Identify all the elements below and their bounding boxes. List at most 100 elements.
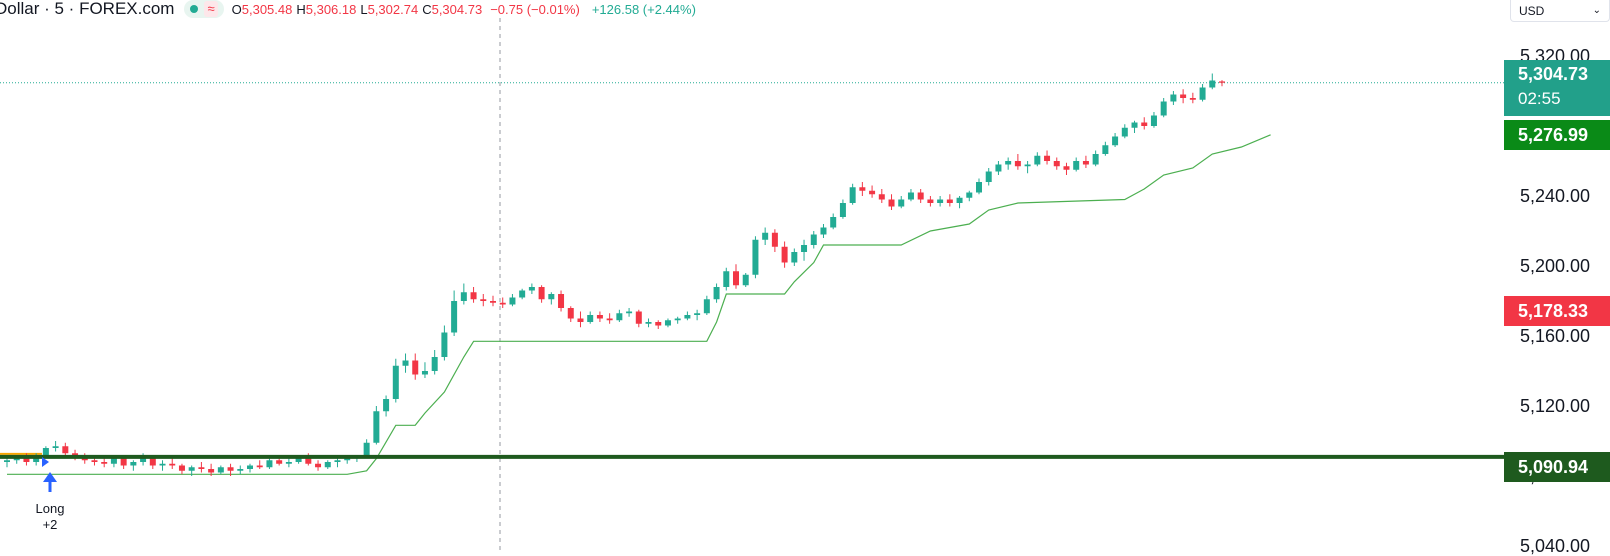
candle-body[interactable] <box>820 228 826 235</box>
candle-body[interactable] <box>1161 102 1167 116</box>
candle-body[interactable] <box>743 275 749 286</box>
candle-body[interactable] <box>1054 161 1060 166</box>
candle-body[interactable] <box>500 303 506 305</box>
long-signal-arrow-icon[interactable] <box>43 472 57 492</box>
candle-body[interactable] <box>53 446 59 448</box>
market-status-badge[interactable]: ≈ <box>184 0 223 18</box>
candle-body[interactable] <box>1063 166 1069 170</box>
candle-body[interactable] <box>432 357 438 371</box>
candle-body[interactable] <box>383 399 389 411</box>
long-signal-label[interactable]: Long +2 <box>30 501 70 533</box>
candle-body[interactable] <box>1112 137 1118 146</box>
candle-body[interactable] <box>733 271 739 285</box>
candle-body[interactable] <box>150 459 156 466</box>
candle-body[interactable] <box>130 462 136 466</box>
candle-body[interactable] <box>480 299 486 301</box>
candle-body[interactable] <box>1034 156 1040 165</box>
candle-body[interactable] <box>471 292 477 299</box>
candle-body[interactable] <box>140 459 146 463</box>
candle-body[interactable] <box>257 466 263 468</box>
candle-body[interactable] <box>461 292 467 301</box>
candle-body[interactable] <box>684 315 690 319</box>
candle-body[interactable] <box>519 291 525 298</box>
candle-body[interactable] <box>859 187 865 191</box>
candle-body[interactable] <box>1170 95 1176 102</box>
candle-body[interactable] <box>1190 98 1196 100</box>
candle-body[interactable] <box>1102 145 1108 154</box>
candle-body[interactable] <box>1132 123 1138 128</box>
candle-body[interactable] <box>529 287 535 291</box>
candle-body[interactable] <box>422 371 428 375</box>
candle-body[interactable] <box>160 464 166 466</box>
candle-body[interactable] <box>840 203 846 217</box>
candle-body[interactable] <box>1015 161 1021 166</box>
candle-body[interactable] <box>1025 165 1031 167</box>
candle-body[interactable] <box>850 187 856 203</box>
candle-body[interactable] <box>675 319 681 321</box>
candle-body[interactable] <box>772 233 778 247</box>
candle-body[interactable] <box>218 467 224 472</box>
candle-body[interactable] <box>247 466 253 470</box>
candle-body[interactable] <box>879 194 885 199</box>
candle-body[interactable] <box>189 467 195 471</box>
candle-body[interactable] <box>714 287 720 299</box>
candle-body[interactable] <box>986 172 992 183</box>
candle-body[interactable] <box>364 443 370 457</box>
candle-body[interactable] <box>276 460 282 464</box>
candle-body[interactable] <box>208 469 214 473</box>
candle-body[interactable] <box>568 308 574 319</box>
candle-body[interactable] <box>791 252 797 263</box>
candle-body[interactable] <box>811 235 817 246</box>
candle-body[interactable] <box>966 193 972 198</box>
candle-body[interactable] <box>62 446 68 453</box>
candle-body[interactable] <box>334 460 340 462</box>
candle-body[interactable] <box>762 233 768 240</box>
candle-body[interactable] <box>587 315 593 322</box>
candle-body[interactable] <box>597 315 603 319</box>
candle-body[interactable] <box>315 464 321 468</box>
candle-body[interactable] <box>995 165 1001 172</box>
candle-body[interactable] <box>801 245 807 252</box>
candle-body[interactable] <box>1180 95 1186 99</box>
candle-body[interactable] <box>1200 88 1206 100</box>
candle-body[interactable] <box>616 313 622 320</box>
candle-body[interactable] <box>937 200 943 204</box>
candle-body[interactable] <box>558 294 564 308</box>
candle-body[interactable] <box>1044 156 1050 161</box>
candle-body[interactable] <box>947 200 953 204</box>
candle-body[interactable] <box>1219 81 1225 82</box>
candle-body[interactable] <box>665 320 671 325</box>
candle-body[interactable] <box>169 464 175 466</box>
candle-body[interactable] <box>607 319 613 321</box>
candle-body[interactable] <box>1209 81 1215 88</box>
candle-body[interactable] <box>237 469 243 471</box>
candle-body[interactable] <box>266 460 272 467</box>
candle-body[interactable] <box>43 448 49 455</box>
symbol-title[interactable]: Dollar · 5 · FOREX.com <box>0 0 174 19</box>
candle-body[interactable] <box>121 459 127 466</box>
candle-body[interactable] <box>373 411 379 443</box>
candle-body[interactable] <box>927 200 933 204</box>
candle-body[interactable] <box>1141 123 1147 127</box>
candle-body[interactable] <box>111 459 117 464</box>
candle-body[interactable] <box>694 313 700 315</box>
candle-body[interactable] <box>723 271 729 287</box>
candle-body[interactable] <box>577 319 583 323</box>
candle-body[interactable] <box>403 361 409 366</box>
candle-body[interactable] <box>286 462 292 464</box>
candle-body[interactable] <box>957 198 963 203</box>
candle-body[interactable] <box>509 298 515 305</box>
candle-body[interactable] <box>228 467 234 471</box>
candle-body[interactable] <box>782 247 788 263</box>
candle-body[interactable] <box>198 467 204 469</box>
candle-body[interactable] <box>830 217 836 228</box>
candle-body[interactable] <box>976 182 982 193</box>
candle-body[interactable] <box>636 312 642 324</box>
candle-body[interactable] <box>1093 154 1099 165</box>
candle-body[interactable] <box>441 333 447 358</box>
candle-body[interactable] <box>539 287 545 299</box>
candle-body[interactable] <box>91 460 97 462</box>
candle-body[interactable] <box>179 466 185 471</box>
candle-body[interactable] <box>752 240 758 275</box>
